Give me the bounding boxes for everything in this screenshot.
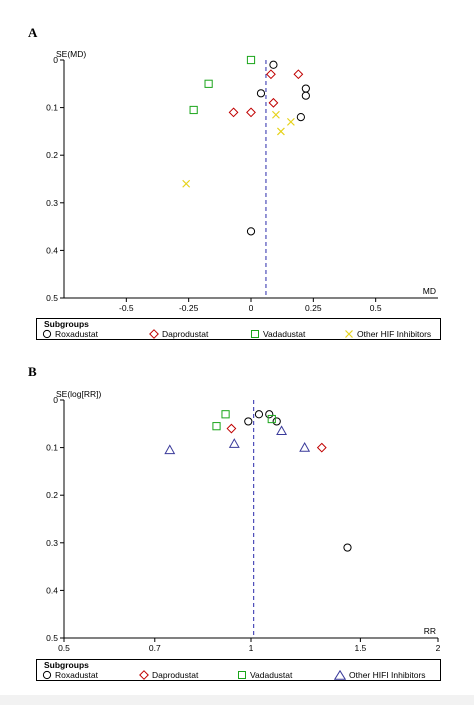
legend-label: Vadadustat bbox=[263, 329, 306, 339]
y-tick-label: 0.4 bbox=[46, 245, 58, 255]
data-point-diamond bbox=[228, 107, 239, 118]
data-point-circle bbox=[254, 410, 264, 419]
x-tick-label: 0.25 bbox=[305, 303, 322, 313]
data-point-circle bbox=[246, 227, 256, 236]
y-tick-label: 0.4 bbox=[46, 585, 58, 595]
data-point-circle bbox=[265, 410, 274, 419]
data-point-x bbox=[272, 110, 280, 119]
y-tick-label: 0.2 bbox=[46, 490, 58, 500]
x-tick-label: 0.7 bbox=[149, 643, 161, 653]
x-tick-label: 1 bbox=[249, 643, 254, 653]
y-axis-label: SE(log[RR]) bbox=[56, 389, 102, 399]
data-point-square bbox=[204, 79, 213, 88]
data-point-square bbox=[221, 410, 230, 419]
data-point-square bbox=[212, 422, 221, 431]
y-tick-label: 0 bbox=[53, 395, 58, 405]
data-point-diamond bbox=[316, 442, 327, 453]
square-marker-icon bbox=[251, 330, 259, 338]
data-point-circle bbox=[244, 417, 253, 426]
legend-panel-a: Subgroups Roxadustat Daprodustat Vadadus… bbox=[36, 318, 441, 340]
legend-label: Daprodustat bbox=[162, 329, 209, 339]
legend-item-daprodustat: Daprodustat bbox=[149, 329, 208, 339]
x-tick-label: -0.5 bbox=[119, 303, 134, 313]
data-point-square bbox=[267, 414, 276, 424]
legend-label: Vadadustat bbox=[250, 670, 293, 680]
legend-item-vadadustat: Vadadustat bbox=[250, 329, 305, 339]
data-point-circle bbox=[269, 60, 278, 69]
data-point-circle bbox=[272, 417, 281, 426]
data-point-x bbox=[182, 179, 191, 188]
circle-marker-icon bbox=[42, 670, 52, 680]
y-tick-label: 0.1 bbox=[46, 103, 58, 113]
legend-item-vadadustat: Vadadustat bbox=[237, 670, 292, 680]
legend-panel-b: Subgroups Roxadustat Daprodustat Vadadus… bbox=[36, 659, 441, 681]
y-tick-label: 0.3 bbox=[46, 538, 58, 548]
data-point-diamond bbox=[246, 107, 256, 118]
legend-label: Other HIF Inhibitors bbox=[357, 329, 432, 339]
data-point-triangle bbox=[228, 438, 240, 448]
legend-title: Subgroups bbox=[44, 660, 89, 670]
x-tick-label: 2 bbox=[436, 643, 441, 653]
y-tick-label: 0.5 bbox=[46, 633, 58, 643]
data-point-triangle bbox=[299, 441, 311, 452]
y-tick-label: 0.3 bbox=[46, 198, 58, 208]
panel-b-letter: B bbox=[28, 364, 37, 379]
triangle-marker-icon bbox=[334, 670, 346, 680]
diamond-marker-icon bbox=[139, 670, 149, 680]
legend-item-roxadustat: Roxadustat bbox=[42, 329, 98, 339]
x-axis-label: RR bbox=[424, 626, 436, 636]
x-marker-icon bbox=[345, 330, 353, 338]
legend-label: Roxadustat bbox=[55, 329, 98, 339]
y-tick-label: 0.2 bbox=[46, 150, 58, 160]
x-tick-label: 0 bbox=[249, 303, 254, 313]
legend-label: Roxadustat bbox=[55, 670, 98, 680]
diamond-marker-icon bbox=[149, 329, 159, 339]
legend-title: Subgroups bbox=[44, 319, 89, 329]
y-tick-label: 0.1 bbox=[46, 443, 58, 453]
legend-item-daprodustat: Daprodustat bbox=[139, 670, 198, 680]
circle-marker-icon bbox=[42, 329, 52, 339]
legend-label: Other HIFI Inhibitors bbox=[349, 670, 426, 680]
x-axis-label: MD bbox=[423, 286, 436, 296]
data-point-square bbox=[189, 105, 198, 115]
square-marker-icon bbox=[238, 671, 246, 679]
legend-label: Daprodustat bbox=[152, 670, 199, 680]
y-tick-label: 0 bbox=[53, 55, 58, 65]
data-point-x bbox=[286, 117, 295, 126]
data-point-triangle bbox=[276, 425, 288, 436]
x-tick-label: -0.25 bbox=[179, 303, 199, 313]
data-point-circle bbox=[301, 84, 310, 93]
data-point-diamond bbox=[293, 69, 304, 80]
data-point-triangle bbox=[164, 444, 176, 455]
data-point-diamond bbox=[266, 69, 276, 80]
x-tick-label: 0.5 bbox=[370, 303, 382, 313]
x-tick-label: 0.5 bbox=[58, 643, 70, 653]
panel-a-letter: A bbox=[28, 25, 38, 40]
data-point-diamond bbox=[268, 97, 279, 108]
data-point-x bbox=[276, 127, 285, 136]
y-axis-label: SE(MD) bbox=[56, 49, 86, 59]
x-tick-label: 1.5 bbox=[354, 643, 366, 653]
legend-item-other-hifi: Other HIFI Inhibitors bbox=[334, 670, 426, 680]
bottom-strip bbox=[0, 695, 474, 705]
data-point-square bbox=[246, 55, 256, 65]
data-point-circle bbox=[296, 113, 305, 122]
data-point-circle bbox=[301, 91, 310, 100]
legend-item-other-hif: Other HIF Inhibitors bbox=[344, 329, 431, 339]
data-point-diamond bbox=[226, 423, 237, 434]
legend-item-roxadustat: Roxadustat bbox=[42, 670, 98, 680]
data-point-circle bbox=[256, 89, 266, 98]
data-point-circle bbox=[343, 543, 352, 552]
y-tick-label: 0.5 bbox=[46, 293, 58, 303]
